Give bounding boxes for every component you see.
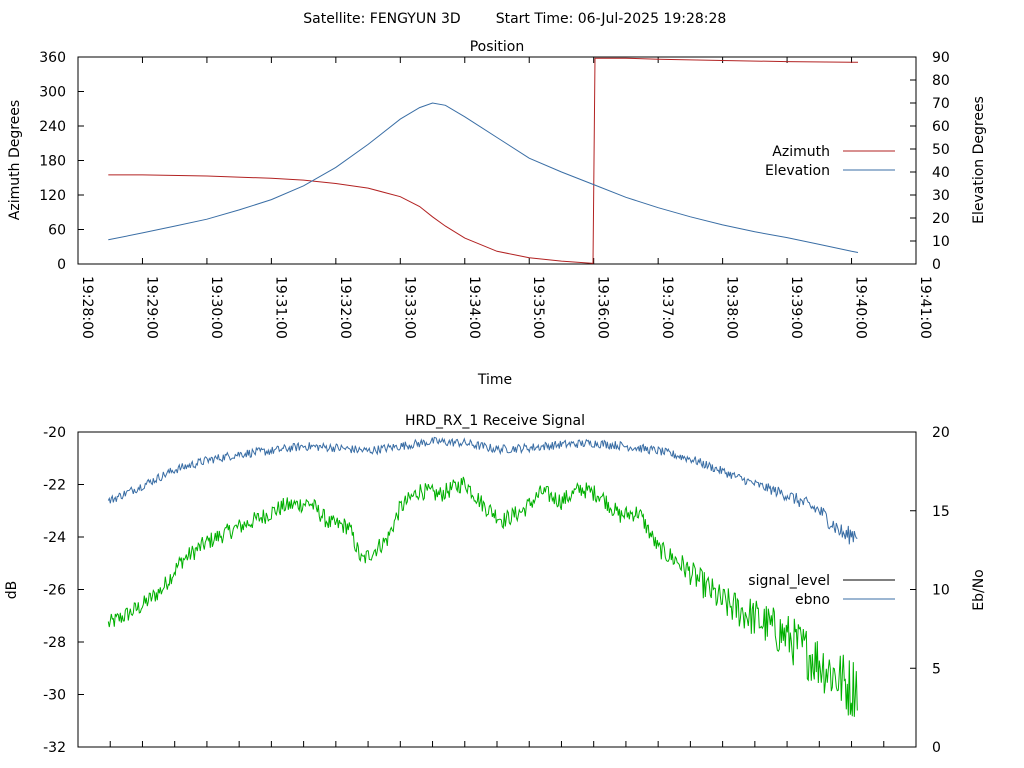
- azimuth-tick-label: 180: [39, 154, 66, 170]
- time-tick-label: 19:29:00: [143, 276, 159, 339]
- start-time-label: Start Time: 06-Jul-2025 19:28:28: [496, 11, 727, 27]
- series-line-ebno: [107, 436, 858, 545]
- azimuth-tick-label: 120: [39, 188, 66, 204]
- legend-label-elevation: Elevation: [765, 163, 830, 179]
- receive-signal-chart: HRD_RX_1 Receive Signal -20-22-24-26-28-…: [4, 413, 987, 756]
- elevation-axis-label: Elevation Degrees: [971, 96, 987, 224]
- satellite-label: Satellite: FENGYUN 3D: [303, 11, 460, 27]
- db-tick-label: -20: [43, 425, 66, 441]
- ebno-tick-label: 10: [932, 583, 950, 599]
- time-tick-label: 19:41:00: [917, 276, 933, 339]
- receive-signal-legend: signal_level ebno: [748, 573, 895, 608]
- time-tick-label: 19:35:00: [530, 276, 546, 339]
- db-tick-label: -28: [43, 635, 66, 651]
- time-axis: 19:28:00 19:29:00 19:30:00 19:31:00 19:32:00…: [77, 57, 933, 339]
- time-tick-label: 19:37:00: [659, 276, 675, 339]
- position-chart-title: Position: [470, 39, 525, 55]
- db-tick-label: -30: [43, 688, 66, 704]
- series-line-azimuth: [108, 57, 858, 264]
- time-tick-label: 19:36:00: [595, 276, 611, 339]
- elevation-tick-label: 80: [932, 73, 950, 89]
- db-tick-label: -32: [43, 740, 66, 756]
- time-tick-label: 19:40:00: [853, 276, 869, 339]
- db-tick-label: -26: [43, 583, 66, 599]
- time-tick-label: 19:33:00: [401, 276, 417, 339]
- legend-label-azimuth: Azimuth: [772, 144, 830, 160]
- time-tick-label: 19:32:00: [337, 276, 353, 339]
- time-axis-label: Time: [477, 372, 512, 388]
- elevation-tick-label: 10: [932, 234, 950, 250]
- receive-signal-series: [107, 436, 858, 717]
- elevation-tick-label: 20: [932, 211, 950, 227]
- ebno-axis: 0 5 10 15 20: [910, 425, 950, 756]
- azimuth-tick-label: 0: [57, 257, 66, 273]
- ebno-tick-label: 20: [932, 425, 950, 441]
- time-tick-label: 19:28:00: [79, 276, 95, 339]
- db-axis-label: dB: [4, 581, 20, 600]
- time-tick-label: 19:34:00: [466, 276, 482, 339]
- ebno-tick-label: 0: [932, 740, 941, 756]
- elevation-tick-label: 90: [932, 50, 950, 66]
- ebno-axis-label: Eb/No: [971, 569, 987, 611]
- series-line-elevation: [108, 102, 859, 253]
- ebno-tick-label: 15: [932, 504, 950, 520]
- elevation-tick-label: 30: [932, 188, 950, 204]
- azimuth-axis-label: Azimuth Degrees: [7, 100, 23, 220]
- legend-label-signal-level: signal_level: [748, 573, 830, 589]
- position-chart: Position 0 60 120 180 240 300 360 0 10 20 30 40 50 6…: [7, 39, 987, 388]
- elevation-axis: 0 10 20 30 40 50 60 70 80 90: [910, 50, 950, 273]
- azimuth-tick-label: 300: [39, 85, 66, 101]
- db-tick-label: -24: [43, 530, 66, 546]
- azimuth-axis: 0 60 120 180 240 300 360: [39, 50, 84, 273]
- time-tick-label: 19:38:00: [724, 276, 740, 339]
- elevation-tick-label: 70: [932, 96, 950, 112]
- position-series: [108, 57, 859, 264]
- elevation-tick-label: 0: [932, 257, 941, 273]
- time-tick-label: 19:39:00: [788, 276, 804, 339]
- elevation-tick-label: 60: [932, 119, 950, 135]
- receive-signal-chart-title: HRD_RX_1 Receive Signal: [405, 413, 585, 429]
- elevation-tick-label: 50: [932, 142, 950, 158]
- legend-label-ebno: ebno: [795, 592, 830, 608]
- series-line-signal-level: [107, 476, 858, 717]
- azimuth-tick-label: 60: [48, 223, 66, 239]
- azimuth-tick-label: 360: [39, 50, 66, 66]
- time-tick-label: 19:31:00: [272, 276, 288, 339]
- receive-signal-plot-frame: [77, 431, 917, 748]
- azimuth-tick-label: 240: [39, 119, 66, 135]
- bottom-time-axis: [77, 741, 917, 747]
- db-tick-label: -22: [43, 478, 66, 494]
- position-legend: Azimuth Elevation: [765, 144, 895, 179]
- elevation-tick-label: 40: [932, 165, 950, 181]
- db-axis: -20 -22 -24 -26 -28 -30 -32: [43, 425, 84, 756]
- time-tick-label: 19:30:00: [208, 276, 224, 339]
- ebno-tick-label: 5: [932, 661, 941, 677]
- position-plot-frame: [77, 56, 917, 265]
